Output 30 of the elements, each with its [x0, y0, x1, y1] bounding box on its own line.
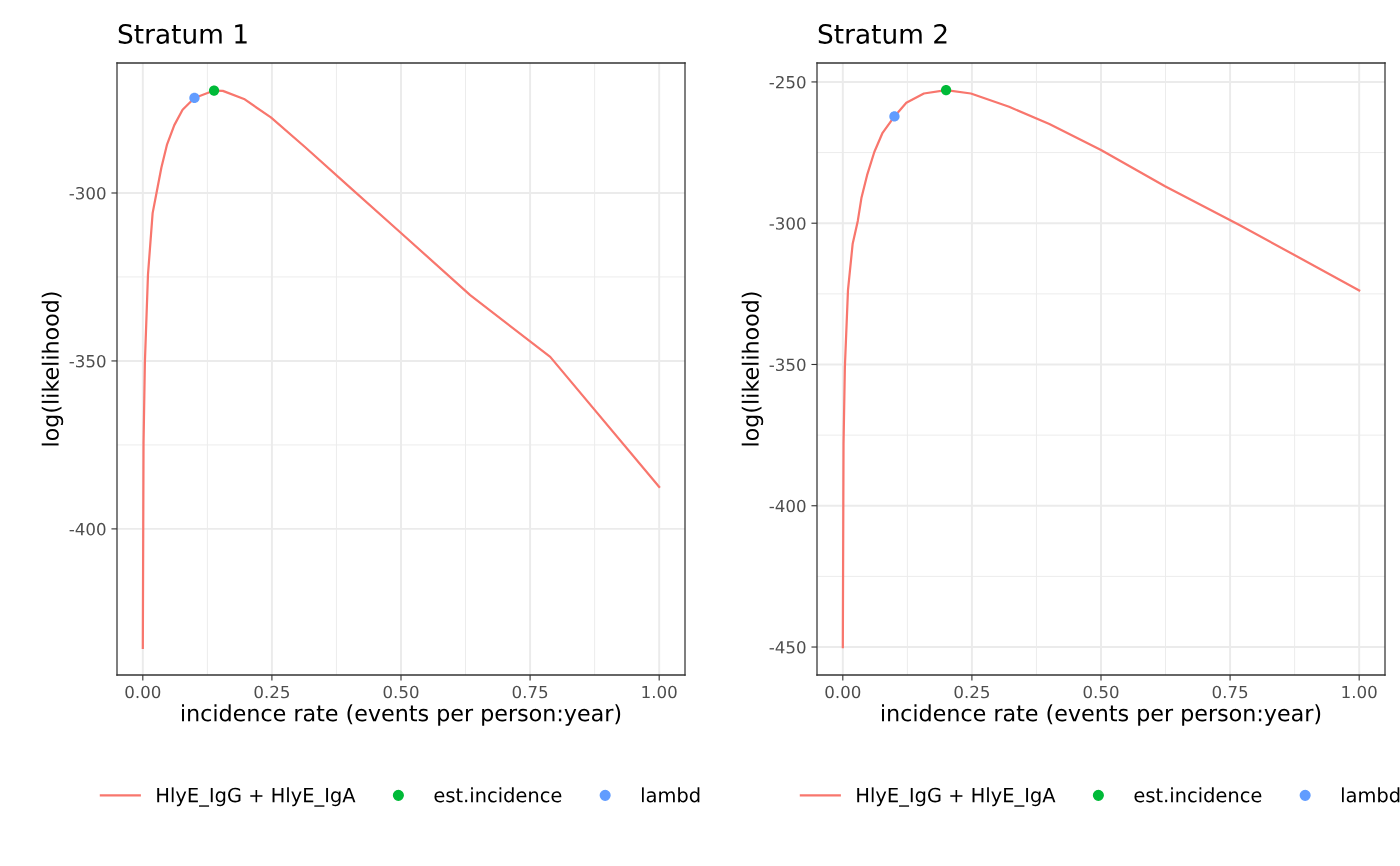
y-tick-label: -300	[769, 217, 806, 230]
y-tick-label: -350	[69, 354, 106, 368]
y-tick-label: -250	[769, 75, 806, 89]
legend-label: est.incidence	[434, 787, 562, 803]
y-tick-label: -400	[69, 522, 106, 536]
y-axis-title: log(likelihood)	[41, 292, 64, 446]
x-tick-label: 0.50	[383, 685, 419, 699]
legend-label: lambd	[641, 787, 700, 803]
x-axis-title: incidence rate (events per person:year)	[882, 704, 1321, 726]
legend-label: HlyE_IgG + HlyE_IgA	[857, 787, 1056, 807]
x-tick-label: 0.00	[825, 685, 861, 699]
y-tick-label: -450	[769, 640, 806, 654]
chart-title: Stratum 1	[118, 23, 247, 44]
x-tick-label: 0.00	[125, 685, 161, 699]
chart-title: Stratum 2	[818, 23, 947, 44]
legend-label: est.incidence	[1134, 787, 1262, 803]
x-tick-label: 0.25	[954, 685, 990, 699]
x-tick-label: 1.00	[1342, 685, 1377, 699]
x-tick-label: 0.50	[1083, 685, 1119, 699]
x-tick-label: 1.00	[642, 685, 677, 699]
legend-label: lambd	[1341, 787, 1400, 803]
x-tick-label: 0.25	[254, 685, 290, 699]
y-tick-label: -400	[769, 499, 806, 513]
legend-label: HlyE_IgG + HlyE_IgA	[157, 787, 356, 807]
x-tick-label: 0.75	[512, 685, 548, 699]
x-tick-label: 0.75	[1212, 685, 1248, 699]
y-tick-label: -350	[769, 358, 806, 372]
y-axis-title: log(likelihood)	[741, 292, 764, 446]
y-tick-label: -300	[69, 186, 106, 200]
x-axis-title: incidence rate (events per person:year)	[182, 704, 621, 726]
